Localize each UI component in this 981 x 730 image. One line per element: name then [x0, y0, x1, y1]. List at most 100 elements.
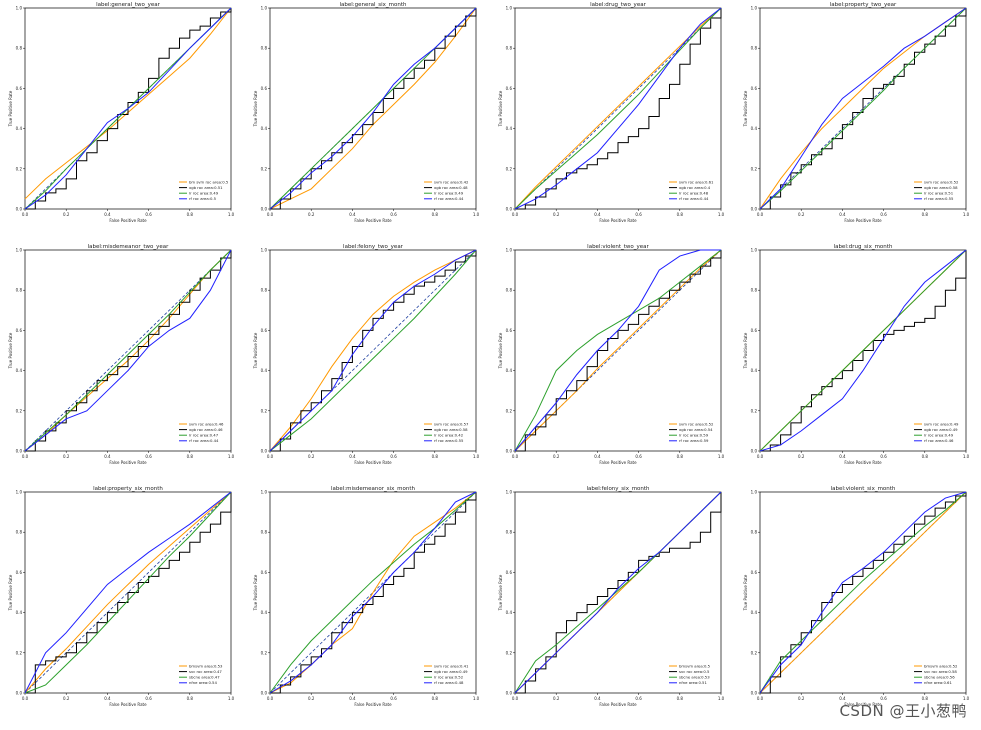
- legend-label: rf roc area:0.5: [189, 196, 217, 201]
- x-tick-label: 0.6: [390, 454, 397, 459]
- roc-series-line: [759, 491, 967, 694]
- x-tick-label: 0.2: [63, 696, 70, 701]
- x-tick-label: 0.0: [22, 696, 29, 701]
- y-tick-label: 1.0: [751, 248, 758, 253]
- y-axis-label: True Positive Rate: [498, 90, 503, 127]
- legend-label: xgb roc area:0.4: [679, 185, 711, 190]
- x-tick-label: 0.0: [267, 212, 274, 217]
- chance-diagonal-line: [759, 7, 967, 210]
- x-tick-label: 0.6: [145, 454, 152, 459]
- x-tick-label: 0.6: [145, 696, 152, 701]
- roc-plot-svg: label:property_two_year 0.0 0.2 0.4 0.6 0.8 1.…: [743, 2, 970, 223]
- y-tick-label: 0.4: [261, 126, 268, 131]
- y-tick-label: 0.8: [751, 46, 758, 51]
- y-axis-label: True Positive Rate: [743, 90, 748, 127]
- y-tick-label: 0.6: [16, 328, 23, 333]
- y-tick-label: 0.8: [506, 46, 513, 51]
- y-axis-label: True Positive Rate: [8, 332, 13, 369]
- x-tick-label: 0.8: [432, 212, 439, 217]
- roc-series-line: [269, 249, 477, 452]
- x-tick-label: 0.2: [308, 212, 315, 217]
- y-tick-label: 0.2: [506, 166, 513, 171]
- y-axis-label: True Positive Rate: [743, 332, 748, 369]
- legend-label: xgb roc area:0.46: [189, 427, 223, 432]
- plot-frame: [269, 491, 477, 694]
- y-tick-label: 0.6: [506, 328, 513, 333]
- x-tick-label: 0.0: [512, 454, 519, 459]
- x-tick-label: 1.0: [963, 454, 970, 459]
- x-tick-label: 0.2: [798, 212, 805, 217]
- y-axis-label: True Positive Rate: [253, 90, 258, 127]
- y-tick-label: 0.6: [261, 328, 268, 333]
- legend-label: sbcne area:0.53: [679, 675, 710, 680]
- roc-panel: label:property_two_year 0.0 0.2 0.4 0.6 0.8 1.…: [740, 0, 981, 246]
- legend-label: svm roc area:0.57: [434, 421, 469, 426]
- x-tick-label: 0.4: [839, 454, 846, 459]
- roc-plot-svg: label:drug_two_year 0.0 0.2 0.4 0.6 0.8 1.0 0.0…: [498, 2, 725, 223]
- chance-diagonal-line: [24, 491, 232, 694]
- chart-title: label:property_two_year: [830, 2, 897, 8]
- legend-label: xgb roc area:0.58: [434, 427, 468, 432]
- legend-label: svc roc area:0.5: [679, 669, 710, 674]
- y-tick-label: 0.2: [16, 166, 23, 171]
- y-tick-label: 0.4: [751, 126, 758, 131]
- x-axis-label: False Positive Rate: [354, 460, 392, 465]
- roc-series-line: [24, 491, 232, 694]
- plot-frame: [269, 7, 477, 210]
- y-tick-label: 0.2: [16, 408, 23, 413]
- chance-diagonal-line: [514, 7, 722, 210]
- x-tick-label: 0.2: [308, 696, 315, 701]
- y-tick-label: 0.0: [506, 207, 513, 212]
- chart-title: label:drug_two_year: [590, 2, 646, 8]
- x-tick-label: 0.2: [308, 454, 315, 459]
- y-tick-label: 1.0: [16, 490, 23, 495]
- x-axis-label: False Positive Rate: [599, 218, 637, 223]
- roc-series-line: [24, 7, 232, 210]
- x-tick-label: 0.6: [145, 212, 152, 217]
- roc-plot-svg: label:drug_six_month 0.0 0.2 0.4 0.6 0.8 1.0 0.…: [743, 244, 970, 465]
- legend-label: lr roc area:0.51: [924, 191, 954, 196]
- y-tick-label: 0.6: [261, 86, 268, 91]
- x-tick-label: 0.4: [594, 212, 601, 217]
- chart-title: label:felony_six_month: [586, 486, 650, 492]
- x-tick-label: 0.0: [512, 696, 519, 701]
- x-tick-label: 0.4: [104, 454, 111, 459]
- legend-label: lr roc area:0.49: [924, 433, 954, 438]
- legend-label: svm roc area:0.52: [679, 421, 714, 426]
- y-tick-label: 0.6: [506, 570, 513, 575]
- x-tick-label: 1.0: [228, 212, 235, 217]
- x-tick-label: 1.0: [473, 212, 480, 217]
- x-tick-label: 1.0: [718, 696, 725, 701]
- roc-series-line: [759, 249, 967, 452]
- legend-label: svc roc area:0.58: [924, 669, 957, 674]
- y-tick-label: 1.0: [506, 248, 513, 253]
- x-tick-label: 0.0: [757, 696, 764, 701]
- x-tick-label: 0.6: [880, 696, 887, 701]
- y-tick-label: 0.0: [506, 691, 513, 696]
- legend-label: svm roc area:0.49: [924, 421, 959, 426]
- legend-label: xgb roc area:0.49: [924, 427, 958, 432]
- y-tick-label: 0.8: [16, 288, 23, 293]
- legend-label: rf roc area:0.46: [924, 438, 954, 443]
- y-tick-label: 1.0: [751, 490, 758, 495]
- y-tick-label: 0.0: [16, 449, 23, 454]
- legend-label: bmsvm area:0.5: [679, 663, 711, 668]
- roc-panel: label:misdemeanor_two_year 0.0 0.2 0.4 0.6 0.…: [5, 242, 250, 488]
- y-tick-label: 1.0: [261, 248, 268, 253]
- x-tick-label: 0.4: [839, 696, 846, 701]
- y-tick-label: 0.4: [261, 368, 268, 373]
- y-tick-label: 0.4: [506, 368, 513, 373]
- roc-series-line: [269, 249, 477, 452]
- y-tick-label: 0.0: [16, 207, 23, 212]
- x-tick-label: 0.6: [635, 696, 642, 701]
- y-tick-label: 0.2: [261, 166, 268, 171]
- y-tick-label: 0.6: [751, 86, 758, 91]
- x-tick-label: 0.0: [757, 454, 764, 459]
- y-tick-label: 0.4: [16, 368, 23, 373]
- legend-label: sbcne area:0.47: [189, 675, 220, 680]
- x-tick-label: 0.2: [798, 696, 805, 701]
